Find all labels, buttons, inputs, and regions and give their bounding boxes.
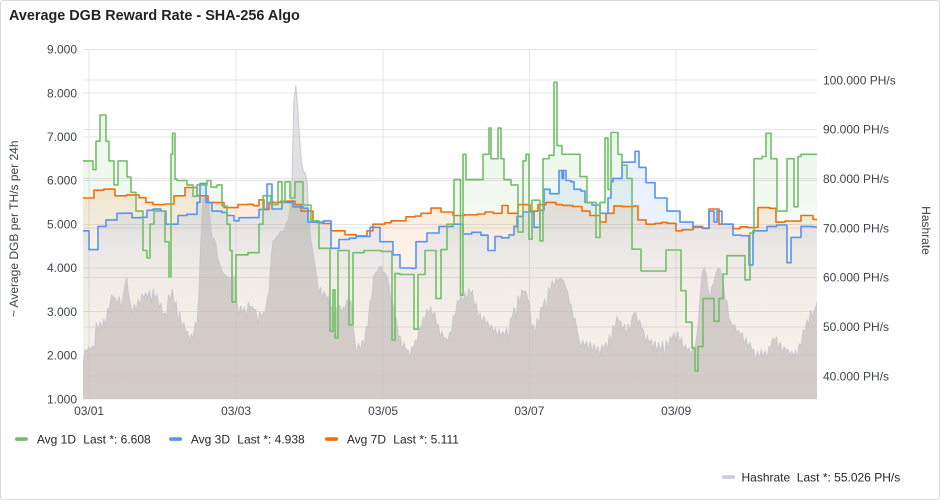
svg-text:8.000: 8.000 <box>47 86 77 100</box>
svg-text:~ Average DGB per TH/s per 24h: ~ Average DGB per TH/s per 24h <box>7 140 21 317</box>
svg-text:70.000 PH/s: 70.000 PH/s <box>823 221 889 235</box>
svg-text:80.000 PH/s: 80.000 PH/s <box>823 172 889 186</box>
svg-text:1.000: 1.000 <box>47 392 77 406</box>
svg-text:Avg 3D: Avg 3D <box>191 433 230 447</box>
svg-text:60.000 PH/s: 60.000 PH/s <box>823 271 889 285</box>
svg-text:Avg 7D: Avg 7D <box>347 433 386 447</box>
svg-text:03/03: 03/03 <box>221 404 251 418</box>
svg-text:100.000 PH/s: 100.000 PH/s <box>823 73 896 87</box>
svg-text:3.000: 3.000 <box>47 305 77 319</box>
svg-text:03/05: 03/05 <box>368 404 398 418</box>
svg-text:Avg 1D: Avg 1D <box>37 433 76 447</box>
svg-text:9.000: 9.000 <box>47 43 77 57</box>
svg-text:90.000 PH/s: 90.000 PH/s <box>823 123 889 137</box>
svg-text:7.000: 7.000 <box>47 130 77 144</box>
svg-text:2.000: 2.000 <box>47 349 77 363</box>
svg-text:Last *: 55.026 PH/s: Last *: 55.026 PH/s <box>797 471 900 485</box>
svg-text:03/01: 03/01 <box>74 404 104 418</box>
svg-text:4.000: 4.000 <box>47 261 77 275</box>
svg-text:Last *: 4.938: Last *: 4.938 <box>237 433 305 447</box>
svg-text:40.000 PH/s: 40.000 PH/s <box>823 369 889 383</box>
svg-text:Last *: 6.608: Last *: 6.608 <box>83 433 151 447</box>
svg-text:03/07: 03/07 <box>514 404 544 418</box>
svg-text:5.000: 5.000 <box>47 218 77 232</box>
svg-text:03/09: 03/09 <box>661 404 691 418</box>
svg-text:Hashrate: Hashrate <box>742 471 791 485</box>
svg-text:Last *: 5.111: Last *: 5.111 <box>393 433 459 447</box>
svg-text:6.000: 6.000 <box>47 174 77 188</box>
svg-text:50.000 PH/s: 50.000 PH/s <box>823 320 889 334</box>
svg-text:Hashrate: Hashrate <box>919 206 933 255</box>
